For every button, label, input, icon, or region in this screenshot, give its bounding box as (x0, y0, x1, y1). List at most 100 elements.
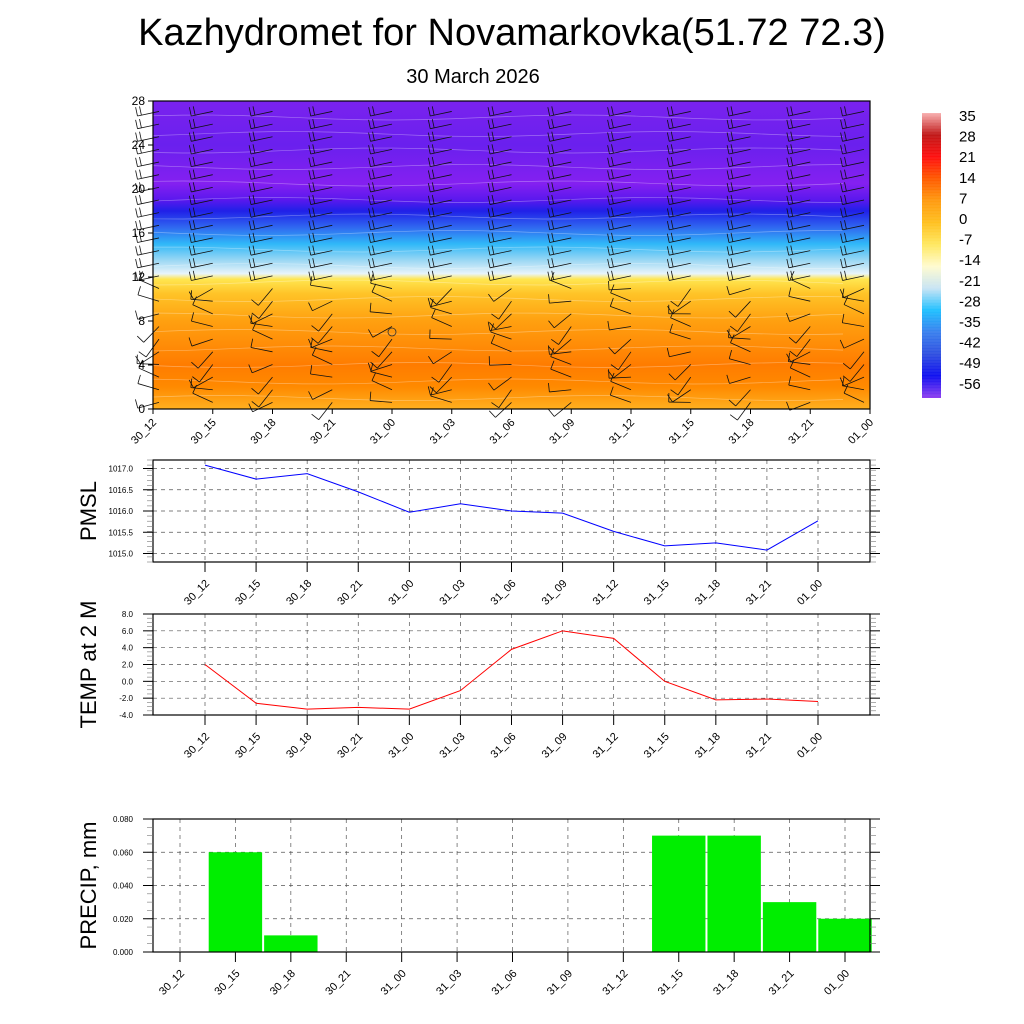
wind-barb-feather (487, 107, 491, 117)
wind-barb-shaft (669, 174, 691, 180)
wind-barb-shaft (140, 351, 160, 365)
wind-barb-shaft (430, 186, 452, 193)
wind-barb (308, 182, 333, 193)
wind-barb-feather (610, 372, 615, 382)
wind-barb-feather (666, 183, 670, 193)
wind-barb-feather (371, 372, 377, 381)
wind-barb-feather (135, 208, 138, 218)
wind-barb-feather (790, 194, 794, 204)
wind-barb-shaft (549, 351, 572, 355)
wind-barb-feather (840, 132, 843, 142)
wind-barb (840, 131, 865, 142)
wind-barb (550, 360, 572, 378)
wind-barb-shaft (436, 376, 453, 394)
wind-barb (547, 144, 572, 155)
wind-barb-feather (607, 320, 610, 331)
wind-barb-feather (790, 270, 794, 280)
wind-barb-feather (666, 119, 670, 129)
wind-barb (666, 156, 691, 168)
wind-barb (248, 118, 273, 130)
wind-barb-shaft (489, 161, 512, 168)
wind-barb-feather (252, 156, 256, 166)
wind-barb-shaft (137, 174, 160, 180)
wind-barb (427, 194, 452, 205)
wind-barb-feather (842, 375, 851, 382)
wind-barb-feather (312, 131, 316, 141)
wind-barb-feather (308, 157, 312, 167)
wind-barb-feather (548, 320, 555, 329)
wind-barb-shaft (670, 317, 691, 327)
x-tick-label: 31_21 (744, 578, 774, 608)
wind-barb (487, 194, 512, 205)
wind-barb-shaft (842, 174, 865, 180)
wind-barb (607, 194, 632, 205)
contour-line (152, 329, 844, 335)
wind-barb (368, 169, 393, 180)
wind-barb-feather (666, 195, 670, 205)
wind-barb-shaft (371, 380, 393, 391)
wind-barb-feather (607, 132, 610, 142)
y-tick-label: 1015.5 (109, 528, 134, 537)
contour-line (152, 296, 844, 302)
wind-barb (191, 351, 214, 369)
wind-barb-feather (248, 315, 254, 324)
wind-barb-feather (840, 208, 843, 218)
wind-barb-shaft (370, 174, 393, 180)
wind-barb-shaft (191, 186, 213, 193)
wind-barb-shaft (728, 224, 751, 231)
wind-barb-feather (844, 131, 847, 141)
wind-barb (490, 334, 512, 353)
wind-barb (840, 144, 865, 155)
wind-barb-feather (192, 118, 196, 128)
wind-barb-feather (308, 195, 312, 205)
wind-barb-shaft (788, 174, 811, 180)
wind-barb-feather (726, 145, 730, 155)
wind-barb (487, 258, 512, 269)
wind-barb (840, 258, 865, 269)
wind-barb-shaft (842, 262, 865, 269)
wind-barb-shaft (610, 292, 632, 302)
wind-barb (248, 220, 273, 231)
wind-barb-feather (487, 233, 491, 243)
wind-barb-feather (730, 106, 734, 116)
wind-barb-feather (844, 169, 847, 179)
wind-barb (840, 106, 865, 117)
wind-barb-feather (551, 156, 555, 166)
wind-barb-feather (841, 313, 845, 323)
y-tick-label: 12 (132, 270, 146, 284)
contour-line (152, 180, 844, 187)
wind-barb (368, 106, 393, 117)
wind-barb (427, 245, 452, 256)
wind-barb (248, 364, 273, 374)
wind-barb-feather (607, 119, 610, 129)
wind-barb-feather (491, 131, 495, 141)
wind-barb (370, 351, 393, 369)
wind-barb-shaft (553, 313, 572, 329)
wind-barb (248, 245, 273, 256)
wind-barb (250, 338, 273, 353)
wind-barb-shaft (250, 237, 273, 243)
x-tick-label: 30_15 (189, 417, 219, 447)
wind-barb-feather (252, 118, 256, 128)
wind-barb-shaft (258, 300, 273, 319)
y-tick-label: 0.060 (113, 848, 134, 857)
wind-barb-feather (491, 156, 495, 166)
wind-barb (429, 376, 453, 394)
wind-barb-shaft (843, 376, 865, 387)
wind-barb-feather (487, 132, 491, 142)
wind-barb-feather (611, 207, 614, 217)
wind-barb-feather (547, 107, 551, 117)
wind-barb-shaft (674, 364, 692, 381)
wind-barb-feather (135, 271, 138, 281)
wind-barb-feather (726, 329, 732, 339)
wind-barb-shaft (731, 326, 751, 339)
wind-barb-feather (790, 245, 794, 255)
wind-barb (487, 156, 512, 168)
wind-barb (840, 194, 865, 205)
wind-barb-feather (248, 132, 252, 142)
x-tick-label: 01_00 (795, 578, 825, 608)
wind-barb-feather (248, 208, 252, 218)
wind-barb-shaft (795, 326, 811, 344)
wind-barb-feather (730, 258, 734, 268)
wind-barb-shaft (438, 364, 453, 383)
